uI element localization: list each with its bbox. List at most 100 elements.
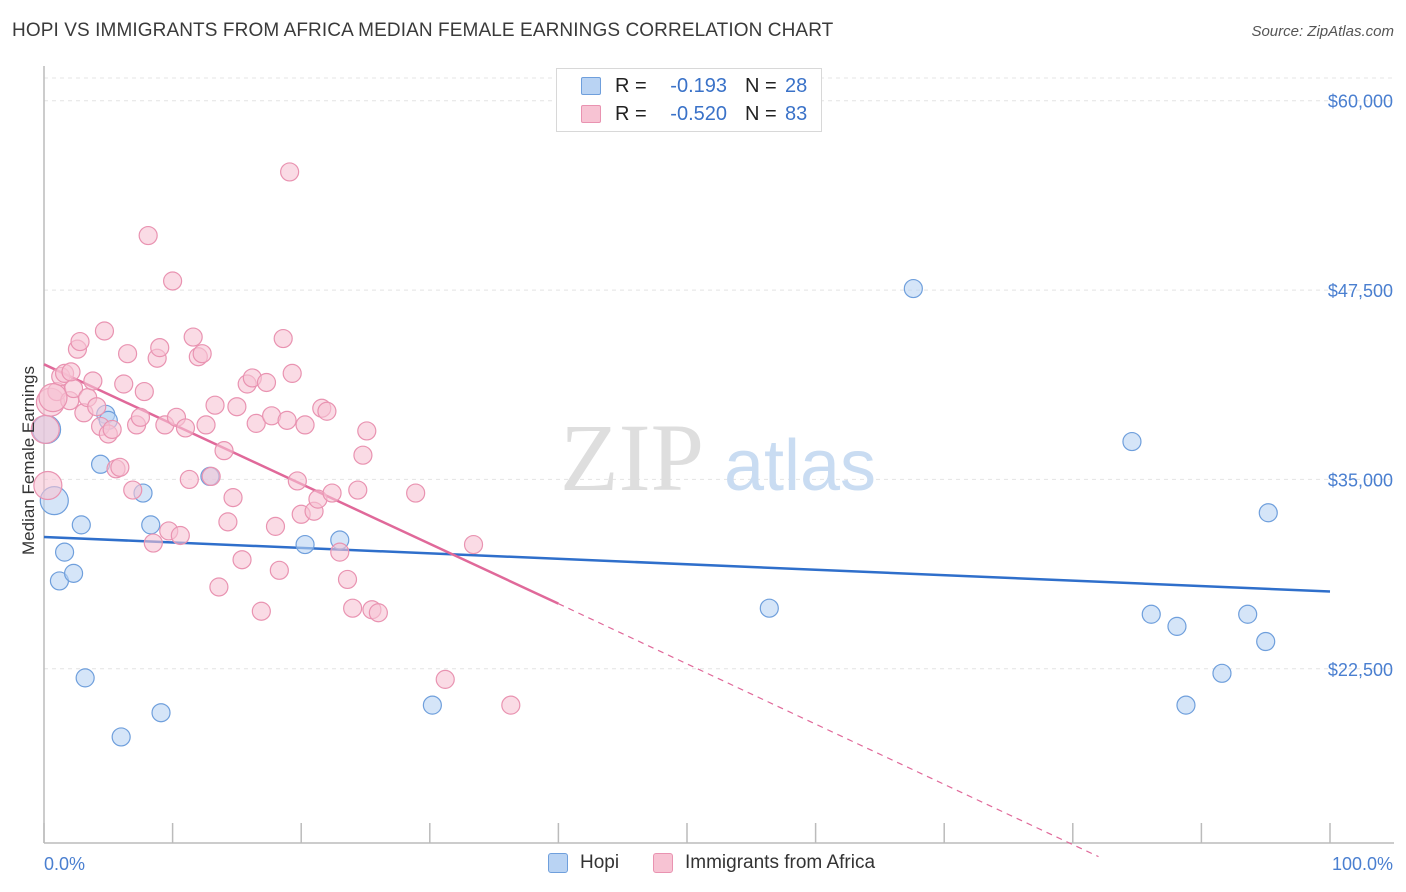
africa-point (357, 421, 377, 441)
africa-point (114, 374, 134, 394)
africa-point (246, 413, 266, 433)
hopi-point (1238, 604, 1258, 624)
africa-point (353, 445, 373, 465)
legend-item-hopi[interactable]: Hopi (548, 852, 619, 874)
y-tick-label: $47,500 (1328, 281, 1393, 301)
hopi-point (111, 727, 131, 747)
africa-point (223, 488, 243, 508)
africa-point (183, 327, 203, 347)
africa-point (295, 415, 315, 435)
africa-point (38, 383, 68, 413)
africa-point (87, 397, 107, 417)
africa-point (123, 480, 143, 500)
hopi-point (903, 278, 923, 299)
legend-label-africa: Immigrants from Africa (685, 852, 876, 873)
hopi-point (1122, 431, 1142, 452)
hopi-point (1176, 695, 1196, 715)
africa-point (463, 534, 484, 555)
hopi-point (151, 703, 171, 723)
hopi-point (1141, 604, 1161, 624)
africa-point (218, 512, 238, 532)
r-value: -0.193 (670, 74, 727, 97)
africa-swatch (581, 105, 601, 123)
hopi-point (1167, 616, 1187, 636)
africa-point (343, 598, 363, 618)
africa-point (143, 533, 163, 553)
africa-point (348, 480, 368, 500)
hopi-swatch (548, 853, 568, 873)
hopi-point (71, 515, 91, 535)
r-label: R = (615, 102, 647, 125)
legend-row-hopi: R = -0.193 N = 28 (581, 74, 807, 98)
africa-point (277, 410, 297, 430)
hopi-point (75, 668, 95, 688)
y-axis-title: Median Female Earnings (19, 366, 38, 555)
hopi-trend-line (43, 535, 1331, 593)
africa-point (435, 669, 455, 689)
legend-label-hopi: Hopi (580, 852, 620, 873)
data-points (30, 162, 1278, 747)
africa-point (280, 162, 300, 182)
africa-point (209, 577, 229, 597)
africa-point (83, 371, 103, 391)
watermark-atlas: atlas (724, 426, 876, 506)
n-label: N = (745, 74, 777, 97)
africa-point (322, 483, 342, 503)
africa-point (232, 550, 252, 570)
africa-point (163, 271, 183, 291)
x-tick-label: 100.0% (1332, 854, 1393, 874)
africa-point (287, 471, 307, 491)
africa-swatch (653, 853, 673, 873)
africa-point (265, 516, 286, 536)
r-value: -0.520 (670, 102, 727, 125)
africa-point (501, 695, 521, 715)
y-tick-label: $60,000 (1328, 92, 1393, 112)
africa-point (170, 525, 190, 546)
hopi-point (1212, 663, 1232, 683)
africa-trend-extension (558, 603, 1099, 858)
africa-point (61, 362, 81, 382)
africa-point (134, 381, 154, 402)
africa-point (330, 542, 350, 562)
africa-point (273, 328, 293, 349)
africa-point (102, 419, 122, 440)
africa-point (337, 569, 358, 590)
axis-labels: $22,500 $35,000 $47,500 $60,000 0.0% 100.0% Me… (19, 92, 1393, 874)
africa-point (70, 331, 90, 352)
x-tick-label: 0.0% (44, 854, 85, 874)
chart-source: Source: ZipAtlas.com (1251, 23, 1394, 40)
watermark-zip: ZIP (560, 404, 704, 511)
n-label: N = (745, 102, 777, 125)
hopi-point (54, 542, 75, 562)
hopi-point (422, 695, 442, 715)
africa-point (256, 372, 277, 393)
africa-point (179, 469, 199, 490)
n-value: 83 (785, 102, 808, 125)
legend-row-africa: R = -0.520 N = 83 (581, 102, 807, 126)
africa-point (117, 344, 138, 364)
africa-point (196, 415, 216, 435)
y-tick-label: $22,500 (1328, 660, 1393, 680)
hopi-swatch (581, 77, 601, 95)
hopi-point (63, 563, 84, 583)
africa-point (214, 441, 234, 461)
africa-point (251, 601, 271, 621)
africa-point (150, 338, 170, 358)
africa-point (110, 457, 130, 477)
legend-item-africa[interactable]: Immigrants from Africa (653, 852, 875, 874)
y-tick-label: $35,000 (1328, 470, 1393, 490)
africa-point (94, 321, 115, 341)
r-label: R = (615, 74, 647, 97)
correlation-legend: R = -0.193 N = 28 R = -0.520 N = 83 (556, 68, 822, 132)
hopi-point (1258, 503, 1278, 523)
hopi-point (1256, 631, 1276, 652)
africa-point (192, 344, 212, 364)
africa-point (201, 466, 221, 487)
series-legend: Hopi Immigrants from Africa (0, 852, 1406, 878)
hopi-point (141, 515, 161, 535)
africa-point (138, 225, 158, 246)
africa-point (406, 483, 426, 503)
africa-point (130, 407, 151, 427)
africa-point (368, 603, 388, 623)
